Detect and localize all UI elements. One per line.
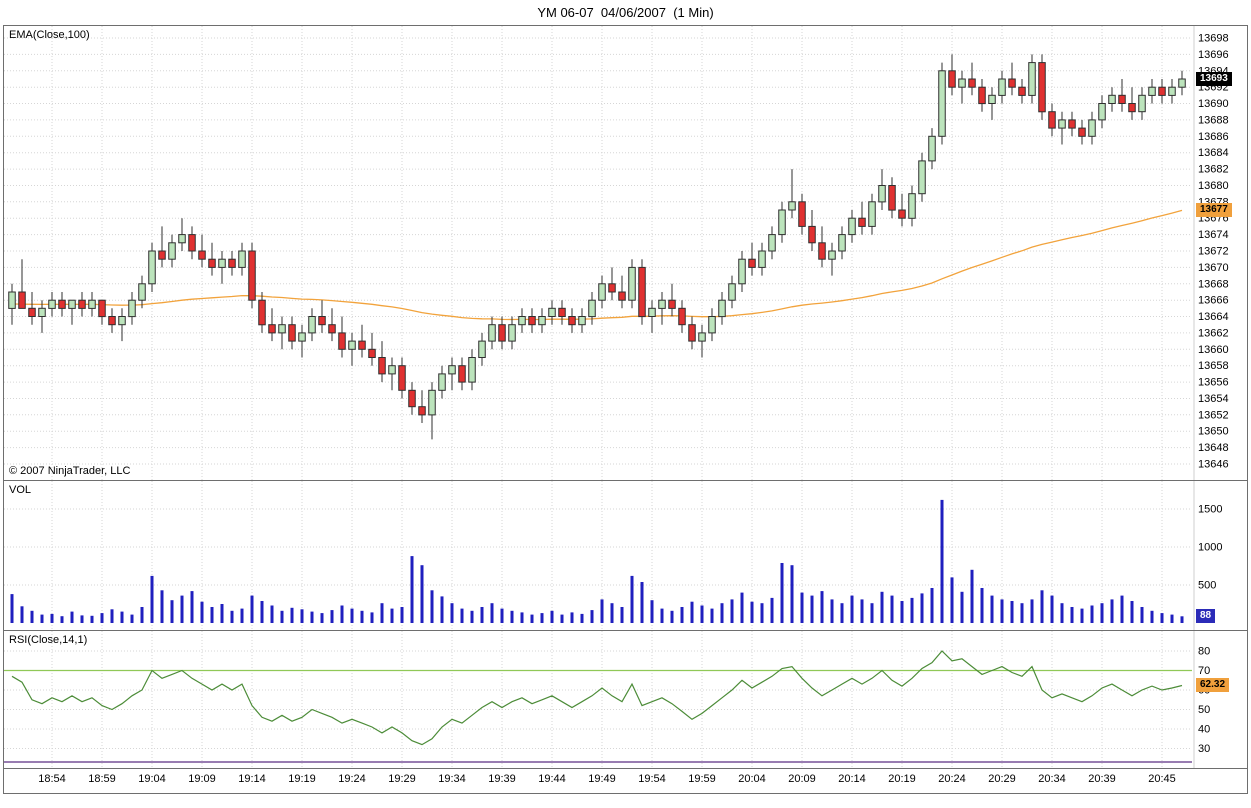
chart-frame: EMA(Close,100) © 2007 NinjaTrader, LLC 1… <box>3 25 1248 794</box>
price-axis-label: 13672 <box>1198 246 1229 258</box>
rsi-axis-label: 30 <box>1198 743 1210 755</box>
price-axis-label: 13674 <box>1198 229 1229 241</box>
rsi-plot[interactable]: 304050607080 <box>4 631 1247 768</box>
price-axis-label: 13668 <box>1198 278 1229 290</box>
price-axis-label: 13652 <box>1198 409 1229 421</box>
rsi-panel-label: RSI(Close,14,1) <box>9 634 88 646</box>
time-label: 19:24 <box>338 773 366 785</box>
time-axis[interactable]: 18:54 18:59 19:04 19:09 19:14 19:19 19:24 19:29… <box>4 769 1247 794</box>
price-axis-label: 13660 <box>1198 344 1229 356</box>
price-axis-label: 13680 <box>1198 180 1229 192</box>
time-label: 19:44 <box>538 773 566 785</box>
time-label: 20:29 <box>988 773 1016 785</box>
price-axis-label: 13684 <box>1198 147 1229 159</box>
volume-axis-label: 1500 <box>1198 504 1222 516</box>
time-label: 20:09 <box>788 773 816 785</box>
volume-panel[interactable]: VOL 500 1000 1500 <box>4 481 1247 631</box>
ema-value-badge: 13677 <box>1196 203 1232 217</box>
copyright-text: © 2007 NinjaTrader, LLC <box>9 465 131 477</box>
candlesticks <box>8 54 1186 440</box>
rsi-axis-label: 70 <box>1198 665 1210 677</box>
time-label: 19:39 <box>488 773 516 785</box>
price-axis-label: 13666 <box>1198 295 1229 307</box>
time-label: 19:29 <box>388 773 416 785</box>
time-label: 19:19 <box>288 773 316 785</box>
volume-axis-label: 1000 <box>1198 542 1222 554</box>
price-axis-label: 13686 <box>1198 131 1229 143</box>
ema-line <box>11 209 1183 321</box>
time-label: 19:49 <box>588 773 616 785</box>
time-label: 19:09 <box>188 773 216 785</box>
volume-axis-label: 500 <box>1198 580 1216 592</box>
rsi-axis-label: 80 <box>1198 646 1210 658</box>
time-label: 20:45 <box>1148 773 1176 785</box>
rsi-axis-label: 50 <box>1198 704 1210 716</box>
price-axis-label: 13690 <box>1198 98 1229 110</box>
rsi-line <box>11 650 1183 746</box>
time-label: 19:14 <box>238 773 266 785</box>
volume-grid <box>4 481 1195 630</box>
volume-plot[interactable]: 500 1000 1500 <box>4 481 1247 630</box>
price-panel[interactable]: EMA(Close,100) © 2007 NinjaTrader, LLC 1… <box>4 26 1247 481</box>
time-label: 18:54 <box>38 773 66 785</box>
price-axis-label: 13688 <box>1198 114 1229 126</box>
chart-title: YM 06-07 04/06/2007 (1 Min) <box>537 5 714 20</box>
price-plot[interactable]: 13646 13648 13650 13652 13654 13656 13658 13660… <box>4 26 1247 480</box>
time-label: 19:59 <box>688 773 716 785</box>
volume-value-badge: 88 <box>1196 609 1216 623</box>
rsi-axis-label: 40 <box>1198 724 1210 736</box>
price-axis-label: 13654 <box>1198 393 1229 405</box>
price-axis-label: 13670 <box>1198 262 1229 274</box>
price-axis-label: 13696 <box>1198 49 1229 61</box>
time-label: 20:14 <box>838 773 866 785</box>
time-label: 19:34 <box>438 773 466 785</box>
rsi-value-badge: 62.32 <box>1196 678 1230 692</box>
price-axis-label: 13698 <box>1198 33 1229 45</box>
volume-panel-label: VOL <box>9 484 32 496</box>
price-panel-label: EMA(Close,100) <box>9 29 90 41</box>
rsi-panel[interactable]: RSI(Close,14,1) 304050607080 <box>4 631 1247 769</box>
time-label: 19:54 <box>638 773 666 785</box>
time-label: 20:34 <box>1038 773 1066 785</box>
price-axis-label: 13646 <box>1198 459 1229 471</box>
rsi-grid <box>4 631 1195 768</box>
last-price-badge: 13693 <box>1196 72 1232 86</box>
time-label: 20:04 <box>738 773 766 785</box>
price-axis-label: 13664 <box>1198 311 1229 323</box>
price-axis-label: 13658 <box>1198 360 1229 372</box>
price-axis-label: 13682 <box>1198 164 1229 176</box>
time-label: 18:59 <box>88 773 116 785</box>
price-axis-label: 13650 <box>1198 426 1229 438</box>
time-label: 19:04 <box>138 773 166 785</box>
price-axis-label: 13656 <box>1198 377 1229 389</box>
price-axis-label: 13648 <box>1198 442 1229 454</box>
time-label: 20:24 <box>938 773 966 785</box>
volume-bars <box>10 499 1184 623</box>
time-label: 20:39 <box>1088 773 1116 785</box>
time-label: 20:19 <box>888 773 916 785</box>
price-axis-label: 13662 <box>1198 327 1229 339</box>
